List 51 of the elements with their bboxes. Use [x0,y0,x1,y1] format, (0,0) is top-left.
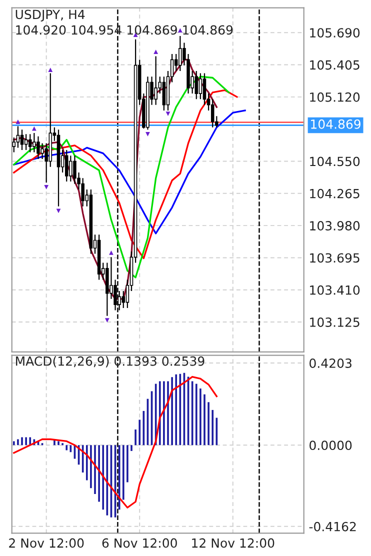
line-series [13,376,218,508]
candlestick [20,129,24,151]
point [48,68,53,72]
x-tick-label: 2 Nov 12:00 [9,538,84,548]
point [56,208,61,214]
y-tick-label: 105.690 [310,28,360,38]
line-series [13,89,238,260]
candlestick [198,72,202,100]
x-tick-label: 12 Nov 12:00 [192,538,274,548]
point [178,28,182,33]
y-tick-label: 0.4203 [310,358,352,368]
y-tick-label: 103.125 [310,318,360,327]
x-tick-label: 6 Nov 12:00 [102,538,177,548]
candlestick [64,149,68,182]
point [104,318,110,323]
y-tick-label: 103.695 [310,253,360,263]
point [166,112,170,116]
point [32,126,36,131]
candlestick [16,126,20,148]
candlestick [210,98,214,128]
chart-title: USDJPY, H4 [16,10,85,22]
y-tick-label: 105.405 [310,60,360,70]
candlestick [24,134,28,151]
point [109,250,114,255]
candlestick [154,56,158,106]
candlestick [12,136,16,153]
chart-title: MACD(12,26,9) 0.1393 0.2539 [16,356,204,368]
line-series [13,110,246,234]
y-tick-label: 0.0000 [310,440,352,450]
candlestick [162,76,166,112]
y-tick-label: 103.980 [310,221,360,230]
candlestick [178,35,182,72]
candlestick [40,142,44,160]
y-tick-label: 105.120 [310,92,360,102]
candlestick [69,155,72,182]
candlestick [28,134,32,153]
point [146,132,150,136]
y-tick-label: -0.4162 [309,522,356,532]
y-tick-label: 103.410 [310,285,360,295]
line-series [13,76,230,278]
candlestick [202,72,206,106]
point [154,50,158,54]
y-tick-label: 104.265 [310,188,360,198]
y-tick-label: 104.550 [310,156,360,166]
text: 104.920 104.954 104.869 104.869 [16,25,233,35]
candlestick [36,136,40,160]
point [44,185,49,190]
candlestick [32,132,36,153]
candlestick [194,70,198,100]
ref-line-label: 104.869 [311,119,360,129]
point [16,120,20,124]
